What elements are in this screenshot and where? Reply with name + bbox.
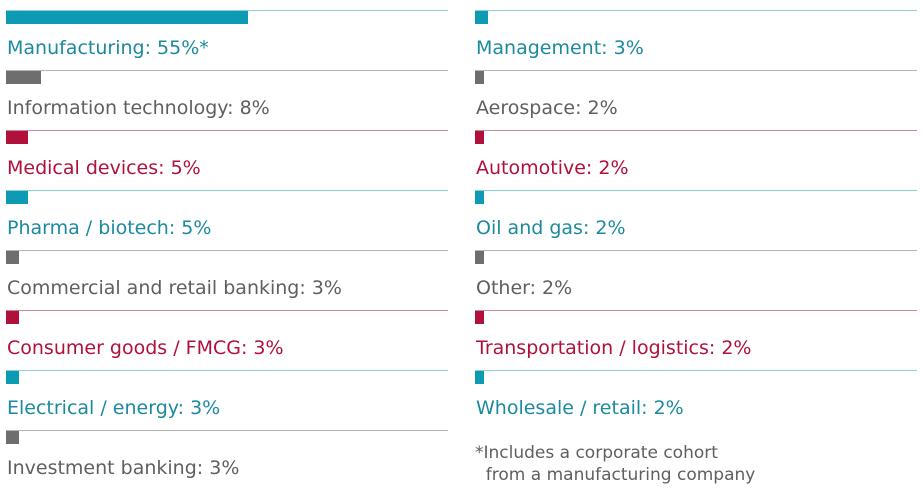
row-divider — [475, 190, 917, 191]
row-divider — [475, 10, 917, 11]
chart-row: Transportation / logistics: 2% — [475, 300, 917, 360]
bar-label: Wholesale / retail: 2% — [476, 397, 684, 419]
chart-row: Electrical / energy: 3% — [6, 360, 448, 420]
chart-row: Medical devices: 5% — [6, 120, 448, 180]
row-divider — [6, 430, 448, 431]
chart-row: Automotive: 2% — [475, 120, 917, 180]
chart-row: Pharma / biotech: 5% — [6, 180, 448, 240]
chart-bar — [6, 191, 28, 204]
chart-bar — [6, 11, 248, 24]
chart-row: Oil and gas: 2% — [475, 180, 917, 240]
chart-row: Investment banking: 3% — [6, 420, 448, 480]
bar-label: Management: 3% — [476, 37, 644, 59]
bar-label: Automotive: 2% — [476, 157, 629, 179]
chart-bar — [6, 431, 19, 444]
row-divider — [6, 250, 448, 251]
row-divider — [6, 130, 448, 131]
row-divider — [475, 370, 917, 371]
chart-row: Consumer goods / FMCG: 3% — [6, 300, 448, 360]
chart-bar — [6, 251, 19, 264]
chart-bar — [6, 371, 19, 384]
row-divider — [6, 190, 448, 191]
chart-bar — [475, 131, 484, 144]
row-divider — [6, 310, 448, 311]
chart-column-left: Manufacturing: 55%* Information technolog… — [6, 0, 448, 480]
row-divider — [6, 10, 448, 11]
bar-label: Information technology: 8% — [7, 97, 270, 119]
row-divider — [6, 70, 448, 71]
chart-bar — [475, 191, 484, 204]
chart-row: Wholesale / retail: 2% — [475, 360, 917, 420]
row-divider — [475, 70, 917, 71]
chart-bar — [6, 71, 41, 84]
chart-row: Management: 3% — [475, 0, 917, 60]
row-divider — [6, 370, 448, 371]
chart-row: Manufacturing: 55%* — [6, 0, 448, 60]
bar-label: Aerospace: 2% — [476, 97, 618, 119]
chart-row: Other: 2% — [475, 240, 917, 300]
chart-bar — [475, 371, 484, 384]
row-divider — [475, 310, 917, 311]
chart-column-right: Management: 3% Aerospace: 2% Automotive: 2… — [475, 0, 917, 420]
bar-label: Other: 2% — [476, 277, 573, 299]
row-divider — [475, 130, 917, 131]
bar-label: Commercial and retail banking: 3% — [7, 277, 342, 299]
chart-bar — [475, 71, 484, 84]
bar-label: Transportation / logistics: 2% — [476, 337, 752, 359]
chart-bar — [6, 131, 28, 144]
bar-label: Medical devices: 5% — [7, 157, 201, 179]
bar-label: Consumer goods / FMCG: 3% — [7, 337, 284, 359]
row-divider — [475, 250, 917, 251]
bar-label: Investment banking: 3% — [7, 457, 240, 479]
chart-bar — [475, 251, 484, 264]
chart-bar — [475, 311, 484, 324]
bar-label: Pharma / biotech: 5% — [7, 217, 212, 239]
bar-label: Oil and gas: 2% — [476, 217, 626, 239]
bar-label: Manufacturing: 55%* — [7, 37, 209, 59]
chart-footnote: *Includes a corporate cohort from a manu… — [475, 443, 756, 485]
chart-bar — [475, 11, 488, 24]
chart-row: Information technology: 8% — [6, 60, 448, 120]
chart-row: Commercial and retail banking: 3% — [6, 240, 448, 300]
bar-label: Electrical / energy: 3% — [7, 397, 221, 419]
chart-row: Aerospace: 2% — [475, 60, 917, 120]
chart-bar — [6, 311, 19, 324]
